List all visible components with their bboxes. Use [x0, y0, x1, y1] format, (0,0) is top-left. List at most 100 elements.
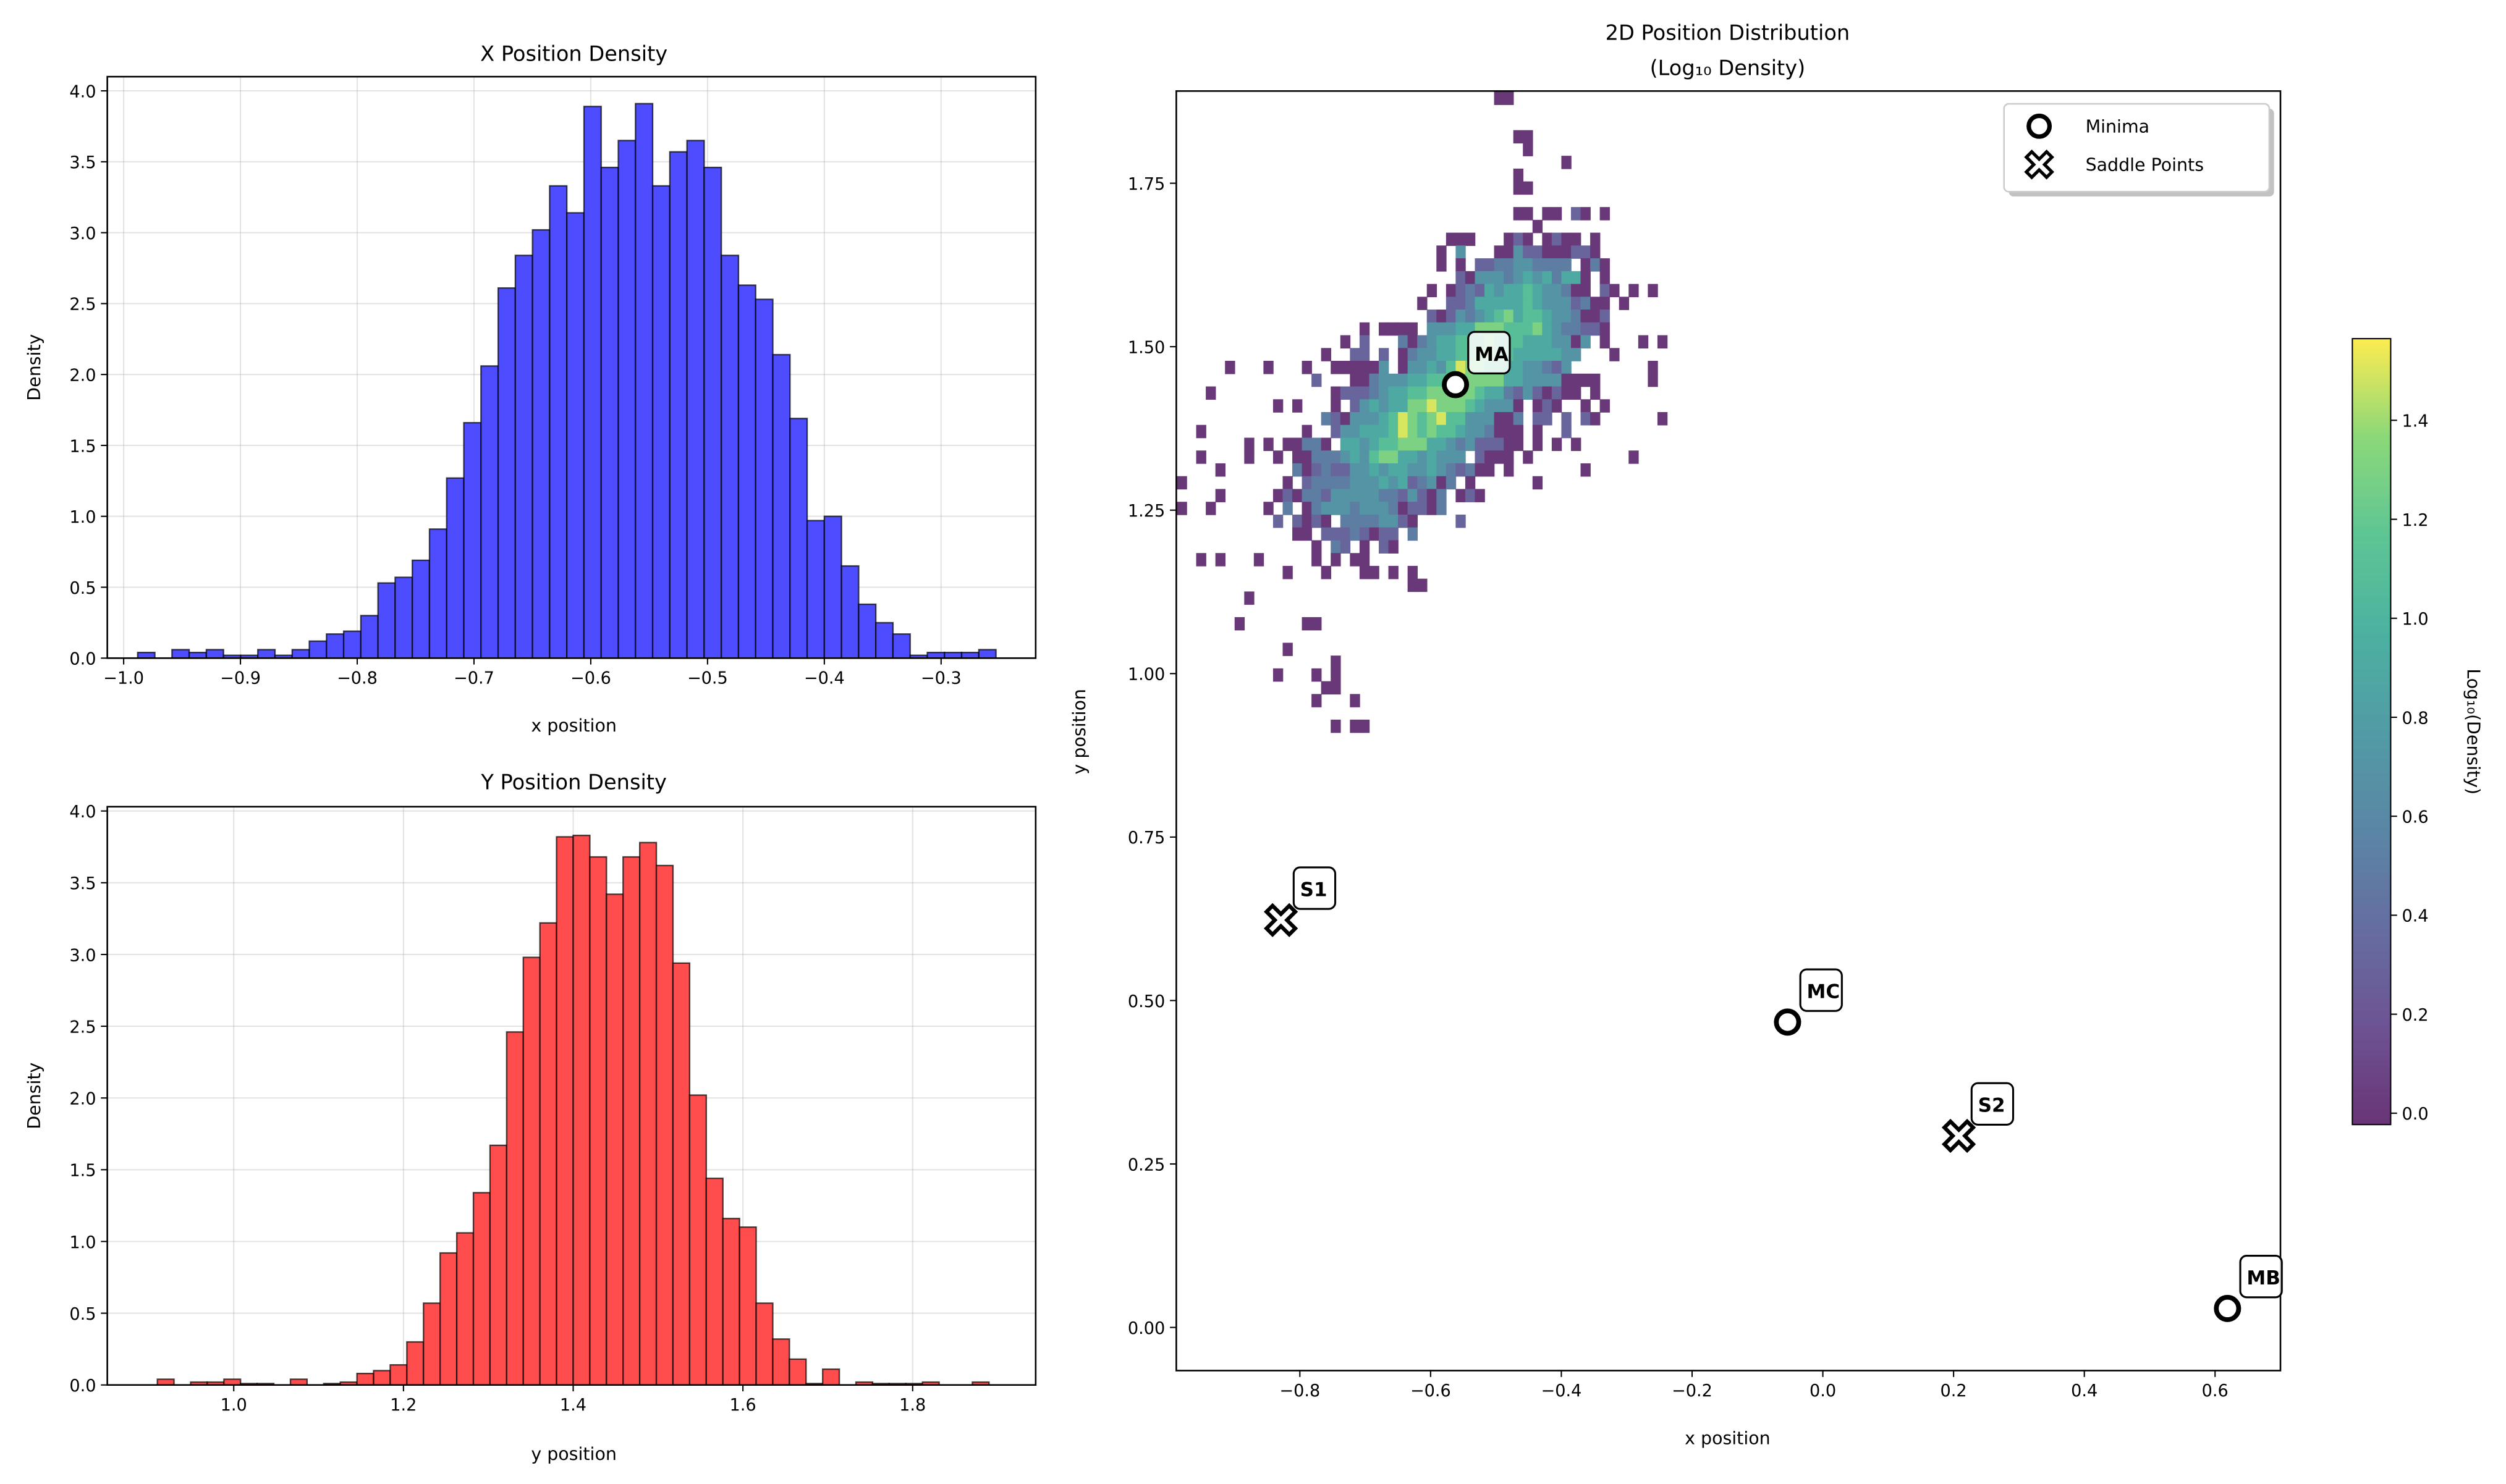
heatmap-ylabel: y position	[1069, 689, 1090, 775]
heatmap-cell	[1340, 514, 1351, 528]
heatmap-cell	[1426, 411, 1437, 426]
heatmap-cell	[1475, 450, 1485, 464]
heatmap-cell	[1321, 411, 1332, 426]
heatmap-ytick-label: 0.50	[1128, 992, 1165, 1011]
heatmap-cell	[1455, 335, 1466, 349]
heatmap-cell	[1369, 565, 1379, 580]
heatmap-cell	[1599, 207, 1610, 221]
heatmap-cell	[1369, 514, 1379, 528]
heatmap-cell	[1532, 284, 1543, 298]
heatmap-cell	[1494, 437, 1504, 451]
heatmap-cell	[1263, 502, 1274, 515]
point-label-box	[1292, 866, 1337, 910]
heatmap-cell	[1378, 489, 1389, 502]
y-hist-bar	[522, 956, 541, 1386]
heatmap-cell	[1551, 437, 1562, 451]
heatmap-cell	[1523, 130, 1533, 144]
x-hist-bar	[394, 576, 413, 659]
heatmap-cell	[1484, 437, 1495, 451]
heatmap-cell	[1542, 310, 1552, 323]
heatmap-cell	[1504, 450, 1514, 464]
x-hist-bar	[291, 649, 310, 659]
heatmap-cell	[1542, 399, 1552, 413]
heatmap-cell	[1263, 361, 1274, 374]
heatmap-cell	[1340, 424, 1351, 439]
heatmap-cell	[1532, 373, 1543, 387]
heatmap-cell	[1599, 335, 1610, 349]
heatmap-cell	[1513, 297, 1524, 310]
point-label: MA	[1475, 344, 1509, 366]
heatmap-cell	[1561, 386, 1572, 400]
heatmap-cell	[1292, 450, 1303, 464]
heatmap-cell	[1398, 373, 1408, 387]
heatmap-cell	[1570, 348, 1581, 361]
heatmap-cell	[1570, 310, 1581, 323]
heatmap-cell	[1350, 361, 1360, 374]
heatmap-cell	[1417, 335, 1428, 349]
heatmap-cell	[1513, 348, 1524, 361]
point-label-box	[1970, 1082, 2015, 1126]
x-hist-xtick-label: −0.3	[921, 669, 962, 688]
heatmap-cell	[1513, 181, 1524, 195]
heatmap-cell	[1561, 424, 1572, 439]
heatmap-cell	[1398, 361, 1408, 374]
heatmap-cell	[1532, 310, 1543, 323]
legend-box	[2003, 103, 2271, 193]
heatmap-cell	[1523, 450, 1533, 464]
heatmap-cell	[1504, 386, 1514, 400]
heatmap-cell	[1523, 373, 1533, 387]
heatmap-cell	[1331, 719, 1341, 733]
heatmap-cell	[1455, 361, 1466, 374]
heatmap-cell	[1446, 399, 1457, 413]
heatmap-cell	[1446, 437, 1457, 451]
heatmap-cell	[1542, 361, 1552, 374]
heatmap-cell	[1590, 258, 1601, 272]
heatmap-cell	[1302, 424, 1312, 439]
heatmap-cell	[1494, 310, 1504, 323]
heatmap-cell	[1542, 335, 1552, 349]
heatmap-cell	[1609, 348, 1620, 361]
heatmap-cell	[1407, 502, 1418, 515]
heatmap-cell	[1359, 386, 1370, 400]
heatmap-cell	[1359, 502, 1370, 515]
heatmap-cell	[1426, 502, 1437, 515]
heatmap-cell	[1417, 502, 1428, 515]
heatmap-cell	[1484, 411, 1495, 426]
heatmap-cell	[1455, 348, 1466, 361]
heatmap-cell	[1302, 450, 1312, 464]
heatmap-xtick-label: −0.2	[1672, 1381, 1712, 1401]
heatmap-cell	[1417, 373, 1428, 387]
heatmap-cell	[1426, 463, 1437, 477]
x-hist-bar	[840, 565, 860, 659]
heatmap-cell	[1475, 463, 1485, 477]
heatmap-cell	[1282, 437, 1293, 451]
heatmap-cell	[1331, 386, 1341, 400]
heatmap-cell	[1570, 297, 1581, 310]
y-hist-ylabel: Density	[24, 1063, 44, 1129]
heatmap-cell	[1532, 348, 1543, 361]
heatmap-cell	[1504, 232, 1514, 247]
heatmap-cell	[1350, 463, 1360, 477]
x-hist-bar	[377, 582, 396, 659]
x-hist-bar	[669, 151, 688, 659]
heatmap-cell	[1504, 411, 1514, 426]
heatmap-cell	[1340, 489, 1351, 502]
heatmap-cell	[1417, 450, 1428, 464]
heatmap-cell	[1523, 361, 1533, 374]
heatmap-cell	[1484, 297, 1495, 310]
heatmap-cell	[1542, 348, 1552, 361]
heatmap-cell	[1523, 143, 1533, 156]
y-hist-bar	[772, 1338, 790, 1386]
heatmap-cell	[1532, 437, 1543, 451]
x-hist-bar	[823, 515, 842, 659]
x-hist-bar	[463, 422, 482, 659]
heatmap-cell	[1369, 476, 1379, 490]
y-hist-ytick-label: 3.5	[69, 874, 96, 893]
heatmap-cell	[1436, 411, 1447, 426]
heatmap-cell	[1302, 514, 1312, 528]
y-hist-bar	[156, 1378, 175, 1386]
y-hist-bar	[589, 856, 607, 1386]
colorbar-label: Log₁₀(Density)	[2463, 668, 2484, 795]
point-label-box	[2239, 1255, 2283, 1299]
heatmap-cell	[1542, 411, 1552, 426]
